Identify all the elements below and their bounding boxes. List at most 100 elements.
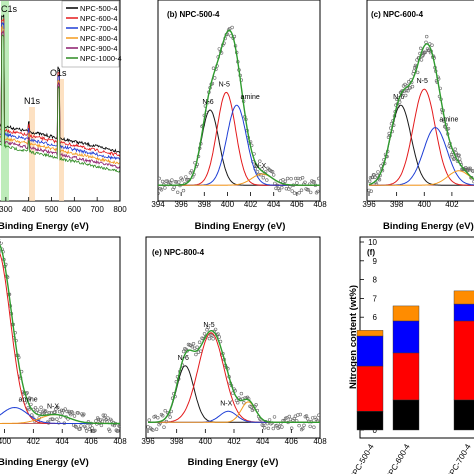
data-point <box>450 155 454 159</box>
bar-segment-npc-700-4 <box>453 290 474 305</box>
data-point <box>297 423 301 428</box>
peak-label-n-5: N-5 <box>0 239 1 246</box>
data-point <box>177 180 181 184</box>
data-point <box>404 88 409 93</box>
data-point <box>164 179 168 183</box>
data-point <box>25 391 29 395</box>
data-point <box>78 427 82 431</box>
data-point <box>53 410 57 414</box>
annotation-c1s: C1s <box>1 4 18 14</box>
data-point <box>93 428 97 433</box>
x-axis-title-e: Binding Energy (eV) <box>188 457 279 468</box>
data-point <box>449 153 454 157</box>
x-tick-label: 406 <box>285 437 299 446</box>
data-point <box>423 50 427 55</box>
component-n-5 <box>148 332 320 423</box>
data-point <box>284 187 289 191</box>
data-point <box>369 189 373 193</box>
data-point <box>39 405 43 409</box>
x-tick-label: 394 <box>151 200 165 209</box>
data-point <box>70 411 75 415</box>
peak-label-n-x: N-X <box>47 404 59 411</box>
data-point <box>289 177 293 181</box>
o1s-highlight <box>59 79 64 201</box>
data-point <box>181 188 186 193</box>
data-point <box>98 418 103 422</box>
x-axis-title-d: Binding Energy (eV) <box>0 457 89 468</box>
legend-label-npc-500-4: NPC-500-4 <box>80 4 118 13</box>
data-point <box>290 189 294 193</box>
panel-c-npc-600-4: (c) NPC-600-4 396 398 400 402 N-6 N-5 amine B… <box>362 0 474 232</box>
x-tick-label: 406 <box>84 437 98 446</box>
data-point <box>33 406 38 410</box>
data-point <box>38 409 42 414</box>
peak-label-n-6: N-6 <box>178 355 189 362</box>
data-point <box>0 242 3 245</box>
data-point <box>280 425 284 429</box>
data-point <box>309 190 313 195</box>
bar-segment-npc-600-4 <box>392 352 420 401</box>
data-point <box>108 429 112 433</box>
x-tick-label: 408 <box>313 437 327 446</box>
bar-segment-npc-600-4 <box>392 320 420 354</box>
data-point <box>116 429 120 433</box>
bar-segment-npc-700-4 <box>453 303 474 322</box>
data-point <box>106 416 110 420</box>
data-point <box>303 180 307 185</box>
data-point <box>210 333 214 338</box>
fit-envelope <box>368 43 474 186</box>
data-point <box>147 418 151 422</box>
fit-envelope <box>0 243 120 425</box>
data-point <box>404 93 408 98</box>
component-amine <box>158 104 320 186</box>
x-tick-label: 400 <box>22 205 36 214</box>
data-point <box>191 342 196 346</box>
data-point <box>464 166 468 170</box>
data-point <box>194 352 198 357</box>
data-point <box>458 157 462 161</box>
data-point <box>266 426 271 430</box>
peak-label-n-6: N-6 <box>393 94 404 101</box>
data-point <box>189 169 194 173</box>
data-point <box>300 176 305 180</box>
data-point <box>202 332 207 336</box>
x-category-label-npc-700-4: NPC-700-4 <box>445 442 473 474</box>
data-point <box>297 191 301 195</box>
data-point <box>295 181 299 185</box>
data-point <box>163 409 167 413</box>
data-point <box>373 175 377 180</box>
data-point <box>118 424 121 428</box>
data-point <box>280 185 284 190</box>
legend-label-npc-1000-4: NPC-1000-4 <box>80 54 122 63</box>
panel-e-frame <box>145 236 321 439</box>
x-axis-title-b: Binding Energy (eV) <box>195 221 286 232</box>
data-point <box>242 401 246 405</box>
data-point <box>109 419 114 423</box>
survey-trace-npc-900-4 <box>0 29 120 169</box>
data-point <box>292 191 297 195</box>
data-point <box>285 176 290 181</box>
peak-label-amine: amine <box>19 397 38 404</box>
data-point <box>114 428 119 432</box>
data-point <box>99 423 104 428</box>
data-point <box>377 178 382 182</box>
x-tick-label: 600 <box>68 205 82 214</box>
data-point <box>163 186 167 190</box>
bar-segment-npc-500-4 <box>356 411 384 431</box>
data-point <box>48 417 53 422</box>
x-tick-label: 396 <box>362 200 376 209</box>
annotation-n1s: N1s <box>24 96 41 106</box>
data-point <box>216 332 220 336</box>
data-point <box>56 421 61 425</box>
data-point <box>304 414 309 418</box>
data-point <box>258 159 262 163</box>
data-point <box>82 412 86 416</box>
data-point <box>160 179 165 184</box>
data-point <box>161 414 165 418</box>
data-point <box>457 153 461 157</box>
data-point <box>94 419 98 423</box>
panel-c-frame <box>366 0 474 202</box>
data-points <box>158 25 320 195</box>
panel-a-legend: NPC-500-4NPC-600-4NPC-700-4NPC-800-4NPC-… <box>61 0 122 68</box>
panel-e-title: (e) NPC-800-4 <box>152 248 205 257</box>
